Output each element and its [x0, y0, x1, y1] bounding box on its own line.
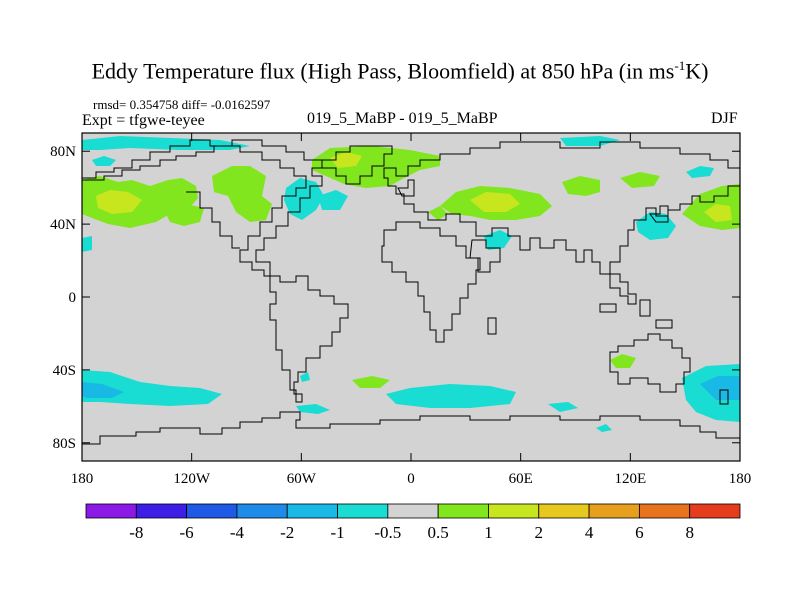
- page-title: Eddy Temperature flux (High Pass, Bloomf…: [91, 58, 709, 84]
- indonesia-outline: [599, 299, 673, 329]
- colorbar-label: -1: [330, 523, 344, 542]
- lat-tick-label: 80S: [53, 436, 76, 452]
- indochina-outline: [609, 273, 637, 305]
- strong-positive-region: [470, 192, 520, 212]
- colorbar-label: 8: [685, 523, 694, 542]
- colorbar-label: -0.5: [374, 523, 401, 542]
- negative-region: [596, 424, 612, 432]
- coastlines: [82, 139, 740, 445]
- colorbar-label: 0.5: [428, 523, 449, 542]
- lon-tick-label: 0: [407, 471, 415, 487]
- negative-region: [82, 236, 92, 252]
- strong-positive-region: [96, 190, 142, 214]
- positive-region: [620, 172, 660, 188]
- negative-region: [82, 136, 250, 150]
- arabia-outline: [469, 239, 501, 273]
- colorbar: -8 -6 -4 -2 -1 -0.5 0.5 1 2 4 6 8: [85, 503, 741, 542]
- north-america-west-outline: [186, 191, 240, 249]
- negative-region: [548, 402, 578, 412]
- flux-contours: [82, 136, 740, 432]
- colorbar-swatch: [689, 503, 741, 519]
- negative-region: [300, 372, 310, 382]
- positive-region: [562, 176, 600, 196]
- experiment-label: Expt = tfgwe-teyee: [82, 112, 205, 129]
- negative-region: [82, 382, 124, 398]
- japan-outline: [649, 205, 669, 223]
- negative-region: [484, 230, 512, 250]
- colorbar-label: 1: [484, 523, 493, 542]
- negative-region: [284, 178, 324, 220]
- colorbar-label: -2: [280, 523, 294, 542]
- axis-ticks: 80N 40N 0 40S 80S 180 120W 60W 0 60E 120E 180: [50, 133, 751, 487]
- lon-tick-label: 120E: [614, 471, 646, 487]
- lat-tick-label: 40N: [50, 217, 76, 233]
- colorbar-swatch: [538, 503, 590, 519]
- positive-region: [610, 354, 636, 368]
- madagascar-outline: [487, 317, 497, 335]
- new-zealand-outline: [719, 389, 729, 405]
- colorbar-swatch: [588, 503, 640, 519]
- africa-outline: [381, 221, 481, 343]
- positive-region: [212, 166, 272, 222]
- colorbar-swatch: [286, 503, 338, 519]
- positive-region: [166, 204, 204, 226]
- colorbar-swatch: [85, 503, 137, 519]
- positive-region: [428, 206, 448, 220]
- strong-positive-region: [704, 204, 732, 222]
- lon-tick-label: 180: [729, 471, 752, 487]
- colorbar-swatch: [135, 503, 188, 519]
- colorbar-label: -4: [230, 523, 245, 542]
- lat-tick-label: 0: [69, 290, 77, 306]
- negative-region: [296, 404, 330, 414]
- case-label: 019_5_MaBP - 019_5_MaBP: [307, 110, 498, 127]
- colorbar-swatch: [387, 503, 439, 519]
- colorbar-swatch: [236, 503, 288, 519]
- colorbar-swatch: [337, 503, 389, 519]
- colorbar-label: 6: [635, 523, 644, 542]
- lat-tick-label: 40S: [53, 363, 76, 379]
- eurasia-outline: [383, 141, 740, 275]
- colorbar-swatch: [638, 503, 691, 519]
- colorbar-label: 2: [535, 523, 544, 542]
- lon-tick-label: 60W: [287, 471, 317, 487]
- uk-outline: [397, 179, 415, 197]
- negative-region: [386, 384, 516, 408]
- colorbar-swatch: [437, 503, 489, 519]
- lon-tick-label: 180: [71, 471, 94, 487]
- strong-positive-region: [330, 152, 362, 168]
- negative-region: [92, 156, 116, 166]
- negative-region: [560, 136, 620, 146]
- negative-region: [686, 166, 714, 178]
- negative-region: [82, 370, 222, 406]
- colorbar-label: -6: [180, 523, 194, 542]
- colorbar-label: 4: [585, 523, 594, 542]
- negative-region: [700, 376, 740, 400]
- south-america-outline: [269, 275, 349, 403]
- lon-tick-label: 60E: [509, 471, 533, 487]
- stats-text: rmsd= 0.354758 diff= -0.0162597: [93, 97, 271, 112]
- lon-tick-label: 120W: [173, 471, 211, 487]
- colorbar-label: -8: [129, 523, 143, 542]
- antarctica-outline: [82, 411, 740, 445]
- positive-region: [352, 376, 390, 388]
- australia-outline: [609, 333, 691, 393]
- negative-region: [318, 190, 348, 210]
- north-america-outline: [82, 139, 323, 277]
- lat-tick-label: 80N: [50, 144, 76, 160]
- greenland-outline: [321, 145, 393, 185]
- colorbar-swatch: [186, 503, 238, 519]
- season-label: DJF: [711, 110, 738, 127]
- colorbar-swatch: [488, 503, 540, 519]
- positive-region: [236, 196, 256, 216]
